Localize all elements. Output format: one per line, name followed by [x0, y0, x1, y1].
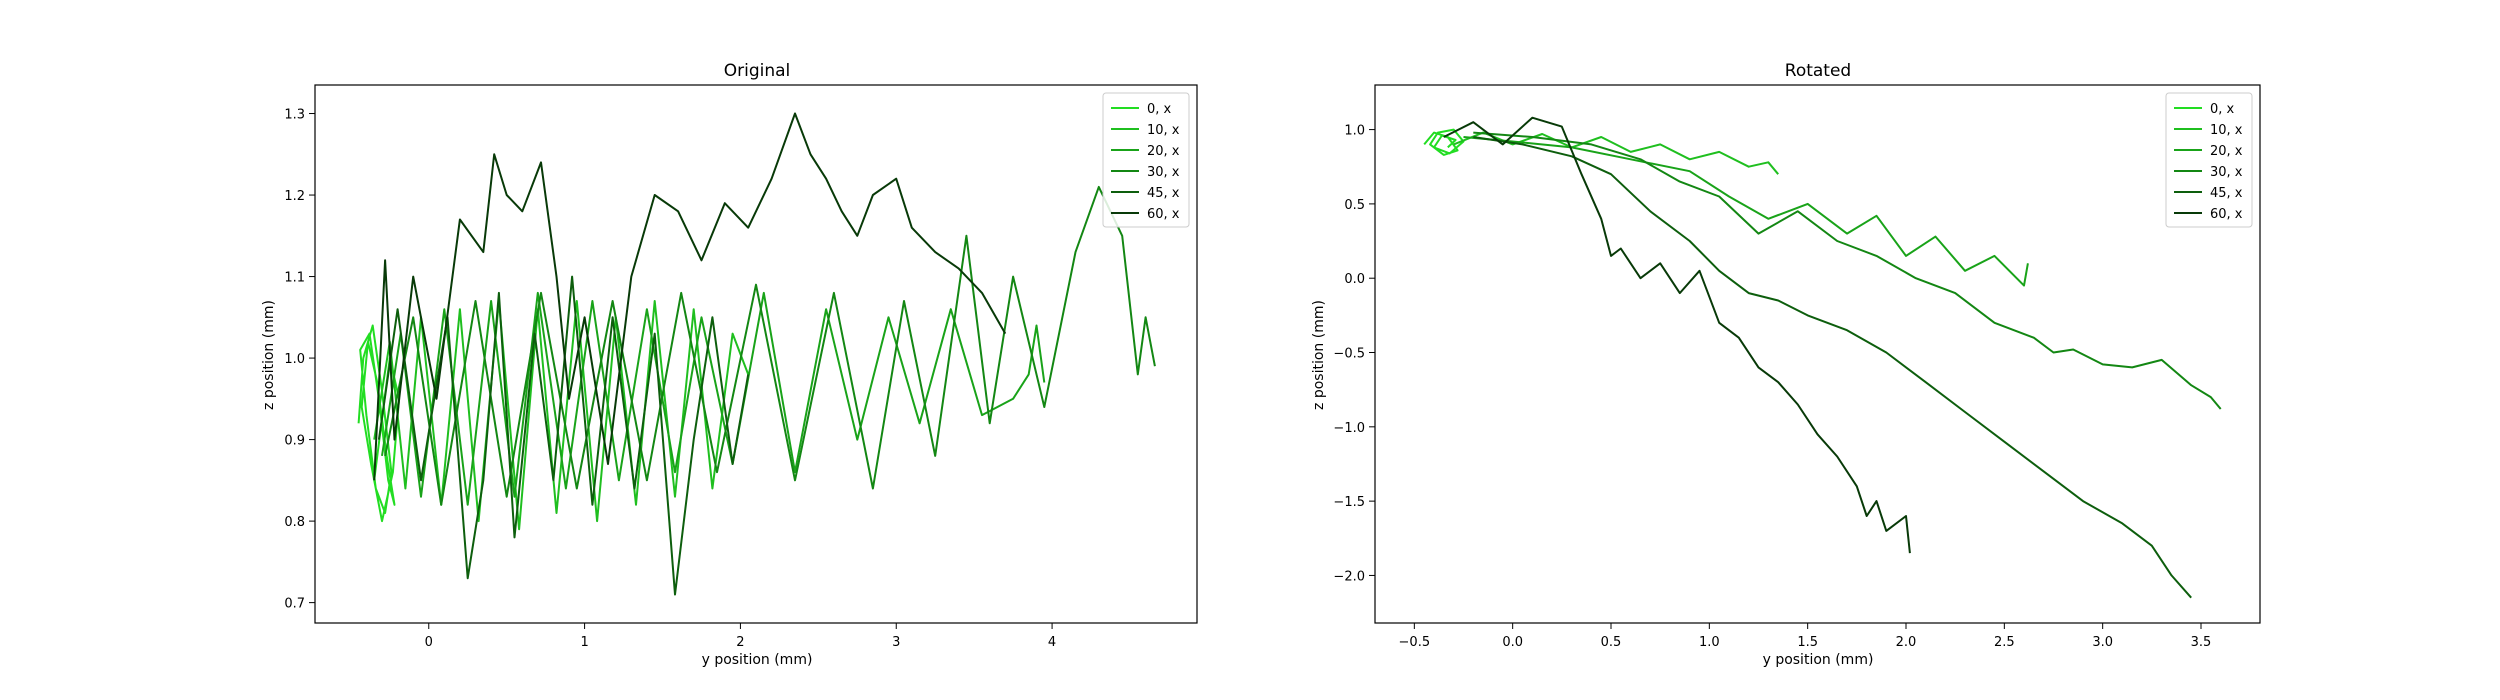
legend-label: 0, x — [1147, 102, 1172, 117]
y-tick-label: 0.8 — [284, 515, 305, 530]
series-line-10-x — [1453, 131, 1779, 175]
x-tick-label: 0 — [425, 635, 433, 650]
y-axis-label: z position (mm) — [1311, 300, 1327, 410]
chart-title: Rotated — [1785, 61, 1851, 81]
series-line-45-x — [1473, 136, 2192, 599]
x-tick-label: 2 — [736, 635, 744, 650]
chart-rotated: Rotated y position (mm) z position (mm) … — [1311, 61, 2261, 668]
series-line-10-x — [373, 300, 750, 531]
series-line-20-x — [381, 291, 1046, 506]
plot-frame — [314, 84, 1198, 624]
series-line-60-x — [1443, 116, 1911, 554]
legend-label: 30, x — [2210, 165, 2243, 180]
legend-label: 10, x — [2210, 123, 2243, 138]
y-tick-label: −1.0 — [1333, 421, 1365, 436]
y-tick-label: 0.0 — [1344, 272, 1365, 287]
legend-label: 60, x — [1147, 207, 1180, 222]
x-tick-label: 1.5 — [1797, 635, 1818, 650]
plot-frame — [1374, 84, 2261, 624]
x-tick-label: 3 — [892, 635, 900, 650]
y-tick-label: −0.5 — [1333, 347, 1365, 362]
legend-label: 20, x — [2210, 144, 2243, 159]
x-axis-label: y position (mm) — [702, 652, 813, 668]
x-tick-label: 3.5 — [2191, 635, 2212, 650]
x-axis-label: y position (mm) — [1763, 652, 1874, 668]
x-tick-label: 1 — [580, 635, 588, 650]
series-line-0-x — [1423, 128, 1465, 156]
series-line-45-x — [377, 275, 750, 596]
series-group — [1423, 116, 2222, 599]
chart-original: Original y position (mm) z position (mm)… — [261, 61, 1198, 668]
legend-box — [2165, 92, 2253, 228]
legend-box — [1102, 92, 1190, 228]
series-line-30-x — [1473, 131, 2222, 410]
legend-label: 10, x — [1147, 123, 1180, 138]
legend: 0, x 10, x 20, x 30, x 45, x 60, x — [2165, 92, 2253, 228]
series-line-20-x — [1463, 136, 2029, 287]
x-tick-label: 0.0 — [1502, 635, 1523, 650]
series-line-60-x — [373, 112, 1007, 481]
legend-label: 0, x — [2210, 102, 2235, 117]
y-tick-label: 1.2 — [284, 189, 305, 204]
chart-title: Original — [724, 61, 791, 81]
series-group — [357, 112, 1156, 596]
y-axis-label: z position (mm) — [261, 300, 277, 410]
x-tick-label: 2.0 — [1896, 635, 1917, 650]
x-tick-label: 0.5 — [1601, 635, 1622, 650]
x-tick-label: 3.0 — [2092, 635, 2113, 650]
y-tick-label: −1.5 — [1333, 495, 1365, 510]
y-tick-label: 0.7 — [284, 597, 305, 612]
y-tick-label: 0.5 — [1344, 198, 1365, 213]
legend-label: 45, x — [1147, 186, 1180, 201]
y-tick-label: 1.0 — [1344, 124, 1365, 139]
y-tick-label: 1.0 — [284, 352, 305, 367]
legend-label: 45, x — [2210, 186, 2243, 201]
legend-label: 30, x — [1147, 165, 1180, 180]
y-tick-label: −2.0 — [1333, 569, 1365, 584]
y-tick-label: 1.3 — [284, 108, 305, 123]
series-line-30-x — [384, 185, 1156, 506]
legend-label: 20, x — [1147, 144, 1180, 159]
y-tick-label: 0.9 — [284, 434, 305, 449]
legend: 0, x 10, x 20, x 30, x 45, x 60, x — [1102, 92, 1190, 228]
x-tick-label: −0.5 — [1399, 635, 1431, 650]
legend-label: 60, x — [2210, 207, 2243, 222]
series-line-0-x — [357, 324, 401, 523]
x-tick-label: 1.0 — [1699, 635, 1720, 650]
y-tick-label: 1.1 — [284, 271, 305, 286]
x-tick-label: 4 — [1048, 635, 1056, 650]
x-tick-label: 2.5 — [1994, 635, 2015, 650]
